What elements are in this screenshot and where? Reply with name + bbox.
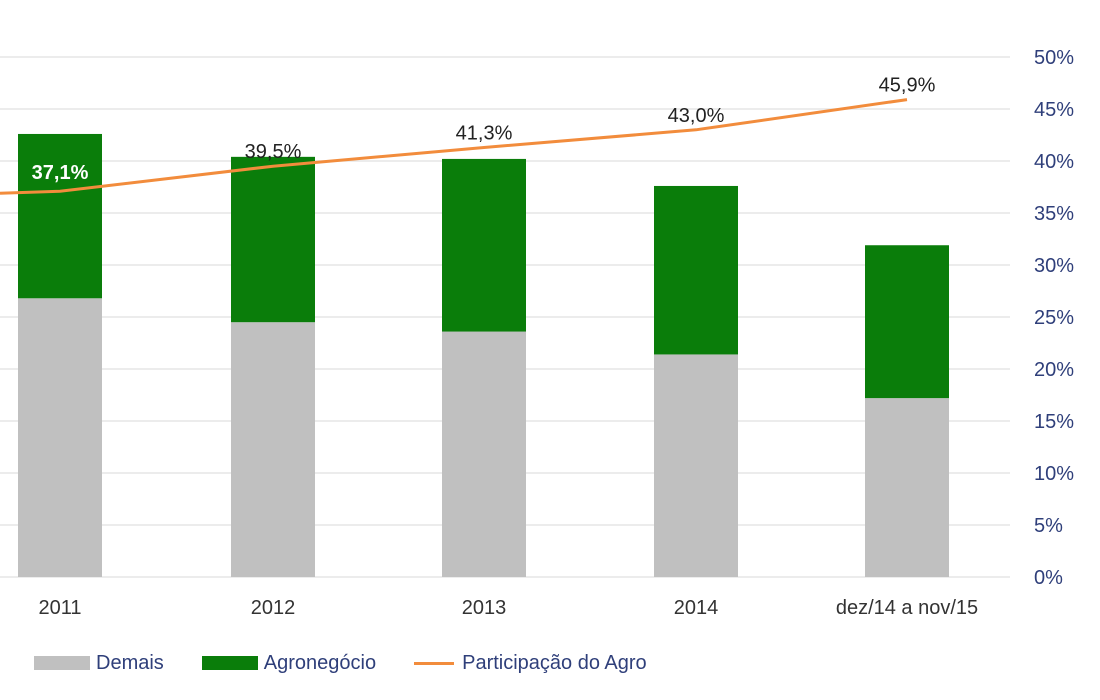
bar-agronegocio bbox=[18, 133, 102, 299]
bar-agronegocio bbox=[865, 245, 949, 399]
y-tick-label: 15% bbox=[1034, 411, 1074, 433]
line-data-label: 41,3% bbox=[456, 122, 513, 144]
bars bbox=[18, 133, 949, 577]
bar-demais bbox=[865, 398, 949, 577]
bar-demais bbox=[18, 298, 102, 577]
line-data-label: 45,9% bbox=[879, 75, 936, 97]
legend-item-participacao: Participação do Agro bbox=[414, 652, 647, 675]
bar-agronegocio bbox=[654, 185, 738, 355]
bar-demais bbox=[654, 354, 738, 577]
bar-demais bbox=[231, 322, 315, 577]
line-series bbox=[0, 98, 908, 195]
legend-swatch-agronegocio bbox=[201, 656, 258, 670]
legend-item-agronegocio: Agronegócio bbox=[201, 651, 377, 675]
y-tick-label: 45% bbox=[1034, 99, 1074, 121]
x-tick-label: 2013 bbox=[462, 597, 507, 619]
x-tick-label: 2012 bbox=[251, 597, 296, 619]
y-tick-label: 30% bbox=[1034, 255, 1074, 277]
y-tick-label: 40% bbox=[1034, 151, 1074, 173]
y-tick-label: 50% bbox=[1034, 47, 1074, 69]
y-tick-label: 0% bbox=[1034, 567, 1063, 589]
y-tick-label: 10% bbox=[1034, 463, 1074, 485]
participacao-line bbox=[0, 98, 908, 195]
line-data-label: 43,0% bbox=[668, 105, 725, 127]
legend-label-agronegocio: Agronegócio bbox=[263, 651, 377, 674]
legend-item-demais: Demais bbox=[34, 652, 164, 675]
y-tick-label: 25% bbox=[1034, 307, 1074, 329]
y-tick-label: 35% bbox=[1034, 203, 1074, 225]
chart-canvas: 37,1% 39,5% 41,3% 43,0% 45,9% 50% 45% 40% 35% 30… bbox=[0, 47, 1074, 619]
x-tick-label: 2011 bbox=[38, 597, 81, 619]
axis-labels: 50% 45% 40% 35% 30% 25% 20% 15% 10% 5% 0% 2011 2012 2… bbox=[38, 47, 1074, 619]
legend-label-demais: Demais bbox=[96, 651, 164, 674]
data-labels: 37,1% 39,5% 41,3% 43,0% 45,9% bbox=[32, 75, 936, 185]
legend-swatch-demais bbox=[34, 656, 90, 670]
x-tick-label: dez/14 a nov/15 bbox=[836, 597, 978, 619]
bar-demais bbox=[442, 331, 526, 577]
line-data-label: 39,5% bbox=[245, 141, 302, 163]
y-tick-label: 20% bbox=[1034, 359, 1074, 381]
legend: Demais Agronegócio Participação do Agro bbox=[34, 646, 685, 680]
legend-label-participacao: Participação do Agro bbox=[462, 651, 647, 674]
bar-agronegocio bbox=[231, 156, 315, 323]
bar-agronegocio bbox=[442, 158, 526, 332]
line-data-label: 37,1% bbox=[32, 162, 89, 184]
x-tick-label: 2014 bbox=[674, 597, 719, 619]
y-tick-label: 5% bbox=[1034, 515, 1063, 537]
legend-swatch-participacao bbox=[414, 661, 455, 665]
